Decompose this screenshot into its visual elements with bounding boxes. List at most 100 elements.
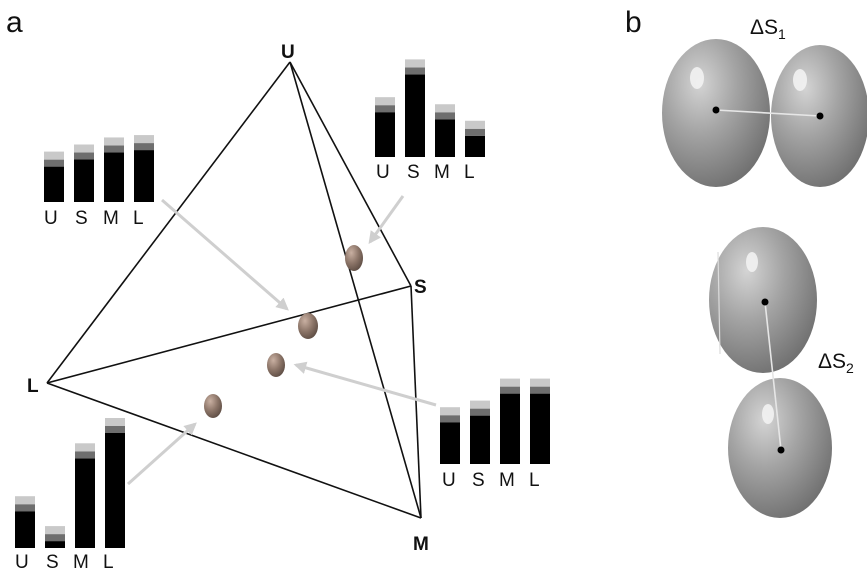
hist-bottom-right-m-bar-top: [500, 378, 520, 387]
center-dot: [816, 112, 824, 120]
center-dot: [777, 446, 785, 454]
hist-bottom-left-label-m: M: [73, 552, 89, 572]
panel-b-letter: b: [625, 6, 642, 39]
hist-bottom-left-label-l: L: [103, 552, 114, 572]
point-4: [204, 394, 222, 418]
hist-bottom-left-m-bar-main: [75, 458, 95, 548]
hist-top-left-s-bar-main: [74, 159, 94, 202]
arrow-top-left: [161, 198, 289, 311]
connector-s1: [715, 109, 821, 117]
hist-top-right-m-bar-mid: [435, 112, 455, 120]
delta-s2-label: ΔS2: [818, 350, 854, 376]
hist-bottom-left-m-bar-top: [75, 443, 95, 452]
hist-bottom-right-m-bar-mid: [500, 386, 520, 394]
hist-top-left-m-bar-main: [104, 152, 124, 202]
hist-bottom-right-label-u: U: [442, 470, 456, 491]
hist-bottom-right-u-bar-top: [440, 407, 460, 416]
hist-top-right-l-bar-mid: [465, 128, 485, 136]
hist-top-left-u-bar-top: [44, 151, 64, 160]
hist-bottom-right-s-bar-mid: [470, 408, 490, 416]
hist-bottom-left-m-bar-mid: [75, 451, 95, 459]
hist-bottom-right-label-m: M: [499, 470, 515, 491]
tetrahedron: [46, 61, 422, 519]
edge-u-m: [289, 61, 422, 519]
ellipsoid-pair-bottom: [709, 227, 832, 518]
hist-bottom-left-l-bar-mid: [105, 426, 125, 433]
arrow-bottom-left: [126, 422, 197, 486]
hist-top-left-label-l: L: [133, 208, 144, 229]
center-dot: [712, 106, 720, 114]
hist-top-left-label-m: M: [103, 208, 119, 229]
hist-top-right-label-l: L: [464, 162, 475, 183]
hist-top-right-l-bar-top: [465, 120, 485, 129]
hist-top-right-m-bar-main: [435, 119, 455, 157]
hist-bottom-left-s-bar-top: [45, 526, 65, 535]
vertex-label-u: U: [281, 42, 295, 63]
edge-u-s: [289, 61, 412, 287]
hist-bottom-right-s-bar-main: [470, 415, 490, 464]
delta-s1-label: ΔS1: [750, 16, 786, 42]
hist-bottom-left-u-bar-main: [15, 511, 35, 548]
hist-top-right-l-bar-main: [465, 135, 485, 157]
vertex-label-s: S: [414, 277, 427, 298]
edge-s-m: [410, 285, 422, 519]
hist-top-right-s-bar-top: [405, 59, 425, 68]
histogram-bottom-left: U S M L: [15, 418, 125, 572]
hist-bottom-right-u-bar-main: [440, 422, 460, 464]
hist-top-left-m-bar-mid: [104, 145, 124, 153]
panel-a-letter: a: [6, 6, 23, 39]
hist-bottom-left-label-u: U: [15, 552, 29, 572]
center-dot: [761, 298, 769, 306]
hist-bottom-right-label-s: S: [472, 470, 485, 491]
highlight: [793, 69, 807, 91]
hist-bottom-left-s-bar-mid: [45, 534, 65, 542]
highlight: [746, 252, 758, 272]
histogram-top-right: U S M L: [375, 59, 485, 183]
hist-top-right-s-bar-main: [405, 74, 425, 157]
hist-bottom-left-l-bar-top: [105, 418, 125, 426]
connector-s2: [764, 301, 782, 451]
hist-top-left-l-bar-top: [134, 135, 154, 144]
hist-bottom-left-u-bar-top: [15, 496, 35, 505]
hist-bottom-right-u-bar-mid: [440, 415, 460, 423]
vertex-label-m: M: [413, 534, 429, 555]
hist-top-left-m-bar-top: [104, 137, 124, 146]
arrow-bottom-right: [293, 361, 437, 407]
hist-top-left-u-bar-mid: [44, 159, 64, 167]
highlight: [762, 404, 774, 424]
hist-top-right-u-bar-top: [375, 97, 395, 106]
hist-top-right-label-u: U: [376, 162, 390, 183]
hist-top-left-u-bar-main: [44, 166, 64, 202]
hist-bottom-left-u-bar-mid: [15, 504, 35, 512]
hist-top-right-u-bar-mid: [375, 105, 395, 113]
hist-top-right-label-s: S: [407, 162, 420, 183]
hist-bottom-right-label-l: L: [529, 470, 540, 491]
hist-top-right-label-m: M: [434, 162, 450, 183]
hist-top-right-s-bar-mid: [405, 67, 425, 75]
points: [204, 245, 363, 418]
edge-u-l: [46, 61, 291, 384]
hist-bottom-right-l-bar-top: [530, 378, 550, 387]
highlight: [690, 67, 704, 89]
hist-top-left-label-u: U: [44, 208, 58, 229]
hist-top-right-u-bar-main: [375, 112, 395, 157]
hist-top-left-s-bar-top: [74, 144, 94, 153]
histogram-top-left: U S M L: [44, 135, 154, 229]
edge-highlight: [717, 251, 721, 355]
hist-top-left-label-s: S: [75, 208, 88, 229]
hist-top-left-l-bar-main: [134, 150, 154, 202]
arrows: [126, 195, 437, 486]
point-2: [298, 313, 318, 339]
hist-bottom-right-m-bar-main: [500, 393, 520, 464]
hist-top-right-m-bar-top: [435, 104, 455, 113]
hist-bottom-right-l-bar-main: [530, 393, 550, 464]
hist-bottom-right-l-bar-mid: [530, 386, 550, 394]
edge-l-s: [46, 285, 412, 384]
hist-top-left-s-bar-mid: [74, 152, 94, 160]
hist-bottom-right-s-bar-top: [470, 400, 490, 409]
ellipsoid-pair-top: [662, 39, 867, 187]
hist-top-left-l-bar-mid: [134, 143, 154, 151]
edge-l-m: [46, 382, 422, 519]
point-1: [345, 245, 363, 271]
